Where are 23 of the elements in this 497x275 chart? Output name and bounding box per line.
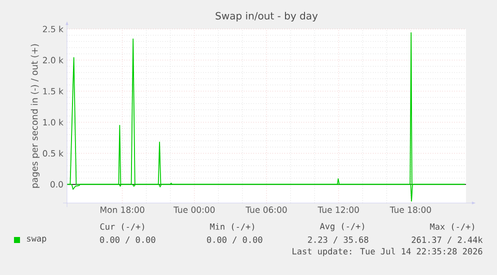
x-tick-label: Tue 18:00: [390, 206, 432, 213]
text: 0.00 / 0.00: [100, 236, 156, 244]
x-tick-label: Tue 00:00: [174, 206, 215, 213]
text: Min (-/+): [210, 223, 254, 231]
text: Max (-/+): [430, 223, 474, 231]
x-tick-label: Tue 12:00: [318, 206, 359, 213]
text: 261.37 / 2.44k: [412, 236, 483, 244]
text: 2.23 / 35.68: [308, 236, 368, 244]
x-tick-label: Tue 06:00: [246, 206, 287, 213]
chart-title: Swap in/out - by day: [216, 12, 318, 22]
text: Last update: Tue Jul 14 22:35:28 2026: [292, 248, 482, 256]
y-tick-label: 0.5 k: [42, 150, 64, 157]
text: 0.00 / 0.00: [207, 236, 262, 244]
x-tick-label: Mon 18:00: [100, 206, 144, 213]
y-tick-label: 2.5 k: [42, 26, 64, 32]
y-axis-title: pages per second in (-) / out (+): [30, 44, 40, 188]
y-tick-label: 0.0: [50, 181, 63, 188]
text: Cur (-/+): [100, 223, 144, 231]
y-tick-label: 1.5 k: [43, 88, 64, 94]
y-tick-label: 1.0 k: [43, 118, 64, 126]
text: Avg (-/+): [320, 222, 364, 232]
legend-label: swap: [27, 236, 46, 244]
y-tick-label: 2.0 k: [42, 56, 64, 64]
